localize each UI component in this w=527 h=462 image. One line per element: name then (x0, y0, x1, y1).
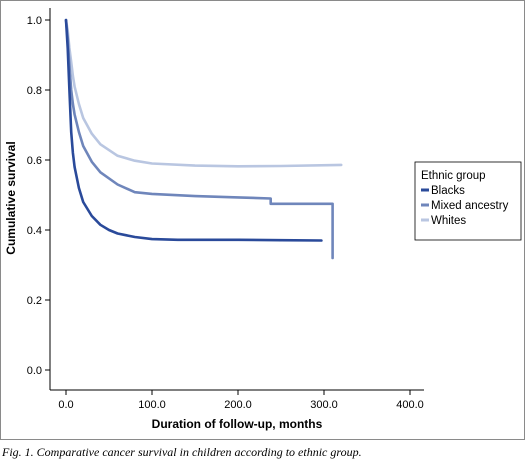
legend-entry-label: Whites (431, 215, 466, 227)
series-line-mixed-ancestry (64, 18, 334, 260)
y-tick-label: 0.2 (27, 295, 42, 307)
x-tick-label: 0.0 (58, 399, 73, 411)
x-tick-label: 400.0 (396, 399, 424, 411)
legend-entry-label: Mixed ancestry (431, 200, 509, 212)
y-tick-label: 1.0 (27, 15, 42, 27)
y-tick-label: 0.6 (27, 155, 42, 167)
legend-entry-label: Blacks (431, 185, 465, 197)
axes (49, 8, 424, 391)
series-line-whites (64, 18, 343, 168)
y-axis-title: Cumulative survival (4, 141, 18, 254)
x-tick-label: 100.0 (138, 399, 166, 411)
y-tick-label: 0.8 (27, 85, 42, 97)
legend: Ethnic group Blacks Mixed ancestry Whites (414, 161, 522, 241)
figure-caption: Fig. 1. Comparative cancer survival in c… (2, 445, 362, 459)
legend-box (414, 161, 522, 241)
x-ticks: 0.0 100.0 200.0 300.0 400.0 (58, 390, 424, 411)
y-tick-label: 0.4 (27, 225, 42, 237)
series-line-blacks (64, 18, 323, 242)
x-axis-title: Duration of follow-up, months (152, 417, 323, 431)
y-ticks: 0.0 0.2 0.4 0.6 0.8 1.0 (27, 15, 50, 377)
x-tick-label: 300.0 (310, 399, 338, 411)
x-tick-label: 200.0 (224, 399, 252, 411)
legend-entries: Blacks Mixed ancestry Whites (421, 185, 509, 227)
series-lines (64, 18, 343, 260)
legend-title: Ethnic group (421, 170, 486, 182)
y-tick-label: 0.0 (27, 365, 42, 377)
